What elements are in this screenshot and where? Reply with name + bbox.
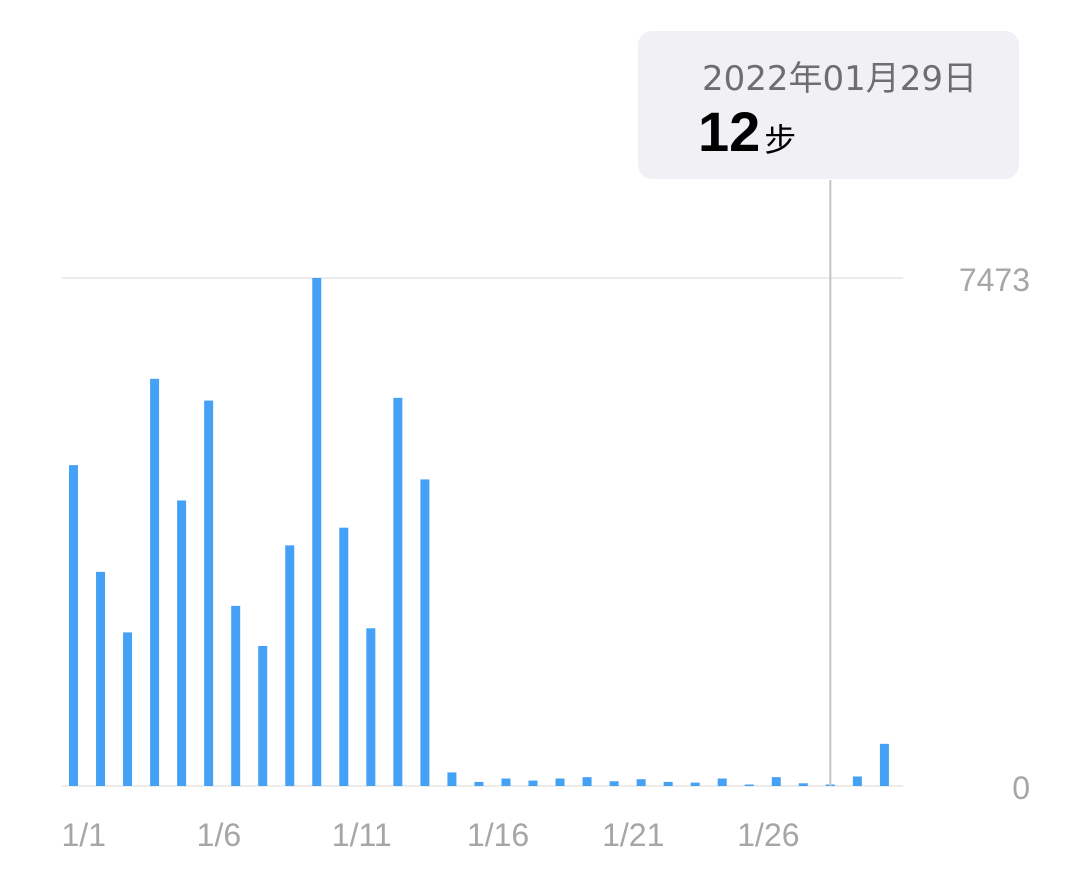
bar-1-25[interactable]: [717, 778, 727, 786]
bar-1-30[interactable]: [852, 776, 862, 786]
bar-1-9[interactable]: [285, 545, 295, 786]
tooltip-value-row: 12 步: [698, 99, 796, 164]
bar-1-26[interactable]: [744, 784, 754, 787]
y-axis-ticks: 0 7473: [959, 262, 1030, 806]
bar-1-1[interactable]: [69, 465, 78, 786]
bar-1-24[interactable]: [690, 782, 700, 786]
bar-1-22[interactable]: [636, 779, 646, 786]
bar-1-14[interactable]: [420, 479, 430, 786]
bar-1-3[interactable]: [123, 632, 133, 786]
bar-1-6[interactable]: [204, 400, 214, 786]
tooltip-date: 2022年01月29日: [702, 59, 978, 99]
bar-1-12[interactable]: [366, 628, 376, 786]
x-axis-ticks: 1/1 1/6 1/11 1/16 1/21 1/26: [62, 817, 800, 853]
bar-1-23[interactable]: [663, 781, 673, 786]
bar-1-11[interactable]: [339, 527, 349, 786]
x-tick-label: 1/16: [467, 817, 529, 853]
tooltip-step-count: 12: [698, 100, 761, 163]
bar-1-19[interactable]: [555, 778, 565, 786]
bar-1-10[interactable]: [312, 278, 322, 786]
bar-1-21[interactable]: [609, 781, 619, 786]
bar-1-4[interactable]: [150, 378, 160, 786]
x-tick-label: 1/1: [62, 817, 106, 853]
bar-1-8[interactable]: [258, 645, 268, 786]
y-tick-label: 0: [1012, 770, 1030, 806]
bar-1-7[interactable]: [231, 605, 241, 786]
bar-1-16[interactable]: [474, 781, 484, 786]
y-tick-label: 7473: [959, 262, 1030, 298]
selected-day-tooltip: 2022年01月29日 12 步: [638, 31, 1019, 179]
bar-1-20[interactable]: [582, 777, 592, 786]
x-tick-label: 1/6: [197, 817, 241, 853]
bar-1-2[interactable]: [96, 571, 106, 786]
bar-1-17[interactable]: [501, 778, 511, 786]
bar-1-28[interactable]: [798, 783, 808, 786]
bars-group: [69, 278, 889, 786]
bar-1-15[interactable]: [447, 772, 457, 786]
bar-1-31[interactable]: [879, 743, 889, 786]
tooltip-unit: 步: [764, 121, 797, 159]
bar-1-27[interactable]: [771, 777, 781, 786]
x-tick-label: 1/11: [332, 817, 392, 853]
bar-1-13[interactable]: [393, 397, 403, 786]
bar-1-18[interactable]: [528, 780, 538, 786]
x-tick-label: 1/26: [737, 817, 799, 853]
x-tick-label: 1/21: [602, 817, 664, 853]
bar-1-5[interactable]: [177, 500, 187, 786]
